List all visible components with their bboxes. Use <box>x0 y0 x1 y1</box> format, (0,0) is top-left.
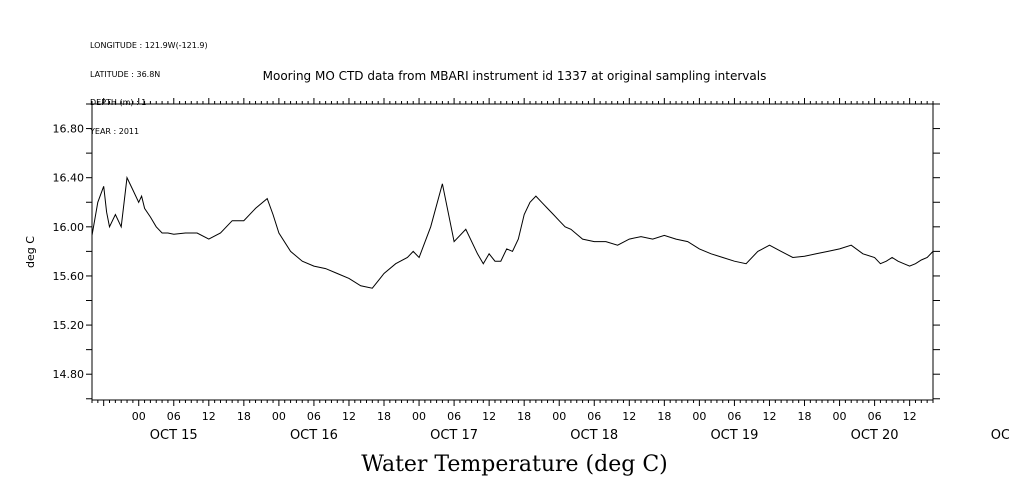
x-day-label: OCT 21 <box>991 428 1009 443</box>
y-tick-label: 16.80 <box>53 123 85 136</box>
y-tick-label: 15.60 <box>53 270 85 283</box>
x-hour-tick-label: 12 <box>903 410 917 423</box>
x-hour-tick-label: 00 <box>132 410 146 423</box>
x-hour-tick-label: 00 <box>692 410 706 423</box>
x-hour-tick-label: 12 <box>202 410 216 423</box>
x-hour-tick-label: 12 <box>762 410 776 423</box>
x-hour-tick-label: 00 <box>833 410 847 423</box>
x-axis-title: Water Temperature (deg C) <box>361 452 668 477</box>
x-hour-tick-label: 18 <box>377 410 391 423</box>
x-hour-tick-label: 18 <box>657 410 671 423</box>
x-hour-tick-label: 18 <box>237 410 251 423</box>
x-hour-tick-label: 00 <box>272 410 286 423</box>
x-day-label: OCT 16 <box>290 428 338 443</box>
x-hour-tick-label: 06 <box>167 410 181 423</box>
y-axis-label: deg C <box>24 236 37 268</box>
x-hour-tick-label: 00 <box>412 410 426 423</box>
x-hour-tick-label: 12 <box>482 410 496 423</box>
x-hour-tick-label: 06 <box>868 410 882 423</box>
x-day-label: OCT 18 <box>570 428 618 443</box>
meta-year: YEAR : 2011 <box>90 126 140 136</box>
x-hour-tick-label: 06 <box>727 410 741 423</box>
series-line <box>91 175 934 289</box>
plot-title: Mooring MO CTD data from MBARI instrumen… <box>262 69 767 83</box>
x-hour-tick-label: 12 <box>342 410 356 423</box>
y-tick-label: 16.00 <box>53 221 85 234</box>
meta-latitude: LATITUDE : 36.8N <box>90 69 161 79</box>
x-day-label: OCT 20 <box>851 428 899 443</box>
y-tick-label: 16.40 <box>53 172 85 185</box>
y-tick-label: 15.20 <box>53 319 85 332</box>
x-hour-tick-label: 00 <box>552 410 566 423</box>
x-hour-tick-label: 18 <box>517 410 531 423</box>
x-hour-tick-label: 12 <box>622 410 636 423</box>
x-hour-tick-label: 06 <box>447 410 461 423</box>
x-day-label: OCT 15 <box>150 428 198 443</box>
axis-ticks <box>86 98 940 406</box>
x-hour-tick-label: 18 <box>798 410 812 423</box>
x-hour-tick-label: 06 <box>307 410 321 423</box>
plot-frame <box>91 103 934 401</box>
y-tick-label: 14.80 <box>53 368 85 381</box>
x-day-label: OCT 17 <box>430 428 478 443</box>
axis-tick-labels: 00 06 12 18 00 06 12 18 00 06 12 18 00 06 12 18 00 06 12 18… <box>53 123 1009 443</box>
x-hour-tick-label: 06 <box>587 410 601 423</box>
meta-longitude: LONGITUDE : 121.9W(-121.9) <box>90 41 208 50</box>
x-day-label: OCT 19 <box>710 428 758 443</box>
